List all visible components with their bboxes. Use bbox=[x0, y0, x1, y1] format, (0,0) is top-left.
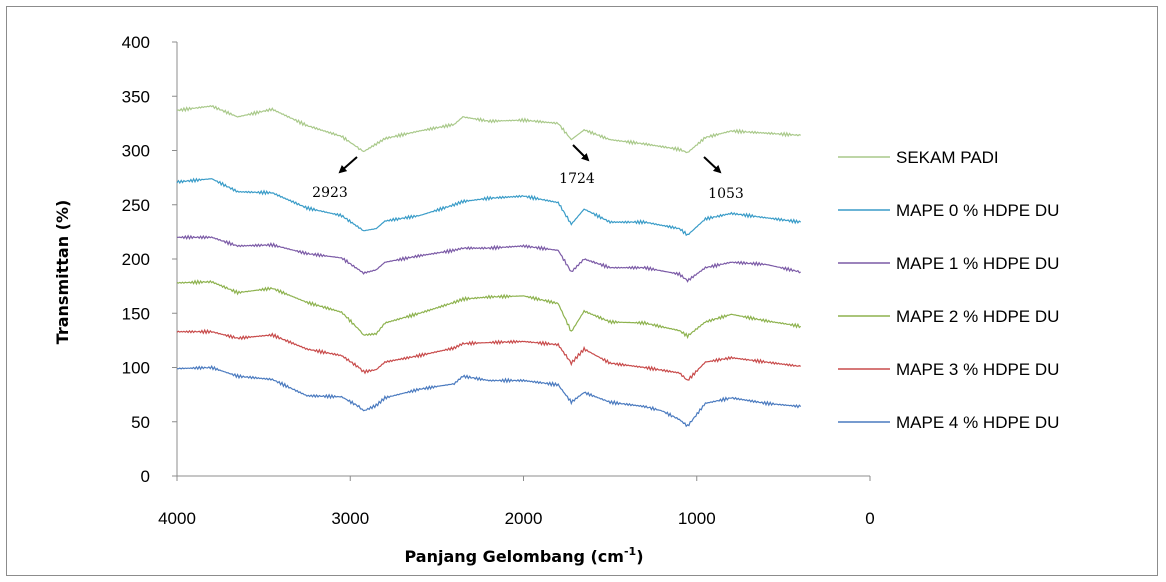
series-line-0 bbox=[176, 104, 801, 154]
y-tick-label: 300 bbox=[122, 142, 150, 161]
x-tick-label: 0 bbox=[865, 509, 874, 528]
legend-label: MAPE 0 % HDPE DU bbox=[896, 201, 1059, 220]
y-tick-label: 400 bbox=[122, 33, 150, 52]
y-axis-ticks: 0 50 100 150 200 250 300 350 400 bbox=[122, 33, 177, 486]
annotation-arrow bbox=[703, 156, 722, 174]
x-axis-label-sup: -1 bbox=[624, 545, 636, 558]
x-axis-label-end: ) bbox=[636, 547, 643, 566]
legend-label: MAPE 2 % HDPE DU bbox=[896, 307, 1059, 326]
x-axis-label-main: Panjang Gelombang (cm bbox=[405, 547, 624, 566]
series-line-4 bbox=[176, 328, 801, 381]
y-tick-label: 100 bbox=[122, 359, 150, 378]
x-tick-label: 1000 bbox=[678, 509, 716, 528]
series-lines bbox=[176, 104, 802, 428]
legend-label: MAPE 3 % HDPE DU bbox=[896, 360, 1059, 379]
annotation-arrow bbox=[338, 156, 358, 174]
axes bbox=[176, 42, 870, 477]
annotation-arrow bbox=[572, 144, 590, 162]
series-line-1 bbox=[176, 177, 802, 237]
annotation-label: 1053 bbox=[708, 186, 744, 202]
peak-annotations: 2923 1724 1053 bbox=[312, 144, 744, 202]
y-tick-label: 200 bbox=[122, 250, 150, 269]
x-axis-ticks: 4000 3000 2000 1000 0 bbox=[158, 476, 875, 528]
y-tick-label: 50 bbox=[131, 413, 150, 432]
chart-frame bbox=[6, 6, 1158, 576]
y-tick-label: 350 bbox=[122, 87, 150, 106]
legend: SEKAM PADI MAPE 0 % HDPE DU MAPE 1 % HDPE … bbox=[838, 148, 1059, 432]
y-tick-label: 150 bbox=[122, 304, 150, 323]
series-line-5 bbox=[176, 364, 802, 428]
legend-label: MAPE 1 % HDPE DU bbox=[896, 254, 1059, 273]
y-tick-label: 250 bbox=[122, 196, 150, 215]
legend-label: MAPE 4 % HDPE DU bbox=[896, 413, 1059, 432]
x-axis-label: Panjang Gelombang (cm-1) bbox=[405, 545, 644, 566]
series-line-2 bbox=[176, 234, 801, 283]
y-axis-label: Transmittan (%) bbox=[53, 200, 72, 345]
annotation-label: 1724 bbox=[559, 171, 595, 187]
y-tick-label: 0 bbox=[141, 467, 150, 486]
legend-label: SEKAM PADI bbox=[896, 148, 999, 167]
annotation-label: 2923 bbox=[312, 185, 348, 201]
x-tick-label: 4000 bbox=[158, 509, 196, 528]
series-line-3 bbox=[176, 279, 802, 340]
x-tick-label: 3000 bbox=[331, 509, 369, 528]
x-tick-label: 2000 bbox=[505, 509, 543, 528]
